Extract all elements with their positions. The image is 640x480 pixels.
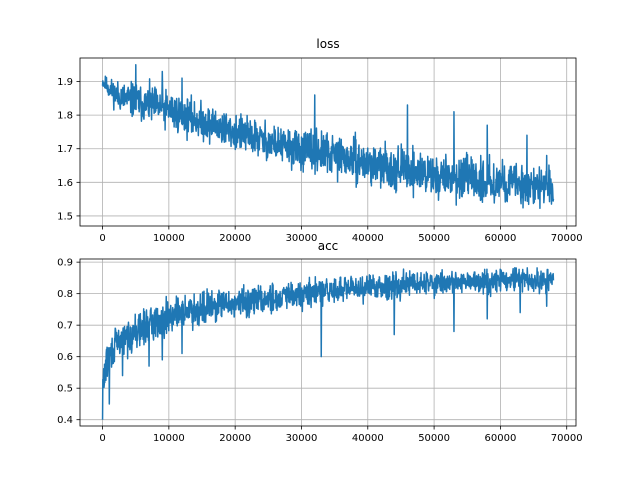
acc-x-tick-label: 70000	[551, 433, 583, 444]
loss-x-ticks: 0 10000 20000 30000 40000 50000 60000 70000	[99, 226, 583, 244]
acc-x-tick-label: 10000	[153, 433, 185, 444]
acc-x-tick-label: 60000	[485, 433, 517, 444]
acc-subplot: 0 10000 20000 30000 40000 50000 60000 70000 0.4…	[57, 239, 583, 444]
loss-x-tick-label: 60000	[485, 233, 517, 244]
loss-x-tick-label: 40000	[352, 233, 384, 244]
loss-axes-frame	[79, 57, 577, 227]
loss-y-ticks: 1.5 1.6 1.7 1.8 1.9	[57, 77, 80, 222]
acc-y-tick-label: 0.7	[57, 321, 73, 332]
loss-y-tick-label: 1.6	[57, 178, 73, 189]
acc-x-tick-label: 50000	[418, 433, 450, 444]
acc-x-tick-label: 0	[99, 433, 105, 444]
loss-title: loss	[316, 37, 339, 51]
acc-y-tick-label: 0.9	[57, 258, 73, 269]
acc-y-ticks: 0.4 0.5 0.6 0.7 0.8 0.9	[57, 258, 80, 426]
loss-series-line	[101, 63, 555, 210]
loss-y-tick-label: 1.5	[57, 211, 73, 222]
acc-x-tick-label: 40000	[352, 433, 384, 444]
loss-x-tick-label: 0	[99, 233, 105, 244]
acc-title: acc	[318, 239, 339, 253]
acc-y-tick-label: 0.6	[57, 352, 73, 363]
acc-axes-frame	[79, 258, 577, 427]
loss-x-tick-label: 50000	[418, 233, 450, 244]
acc-y-tick-label: 0.8	[57, 289, 73, 300]
loss-x-tick-label: 10000	[153, 233, 185, 244]
loss-subplot: loss 0 10000 20000 30000 40000 50000 60000 7000…	[57, 37, 583, 244]
acc-y-tick-label: 0.5	[57, 384, 73, 395]
loss-x-tick-label: 20000	[219, 233, 251, 244]
loss-x-tick-label: 30000	[286, 233, 318, 244]
acc-x-ticks: 0 10000 20000 30000 40000 50000 60000 70000	[99, 426, 583, 444]
loss-x-tick-label: 70000	[551, 233, 583, 244]
loss-y-tick-label: 1.8	[57, 111, 73, 122]
loss-y-tick-label: 1.7	[57, 144, 73, 155]
acc-series-line	[101, 266, 555, 420]
loss-y-tick-label: 1.9	[57, 77, 73, 88]
acc-y-tick-label: 0.4	[57, 415, 73, 426]
acc-x-tick-label: 20000	[219, 433, 251, 444]
acc-x-tick-label: 30000	[286, 433, 318, 444]
loss-grid	[80, 58, 576, 226]
acc-series	[101, 266, 555, 420]
loss-series	[101, 63, 555, 210]
